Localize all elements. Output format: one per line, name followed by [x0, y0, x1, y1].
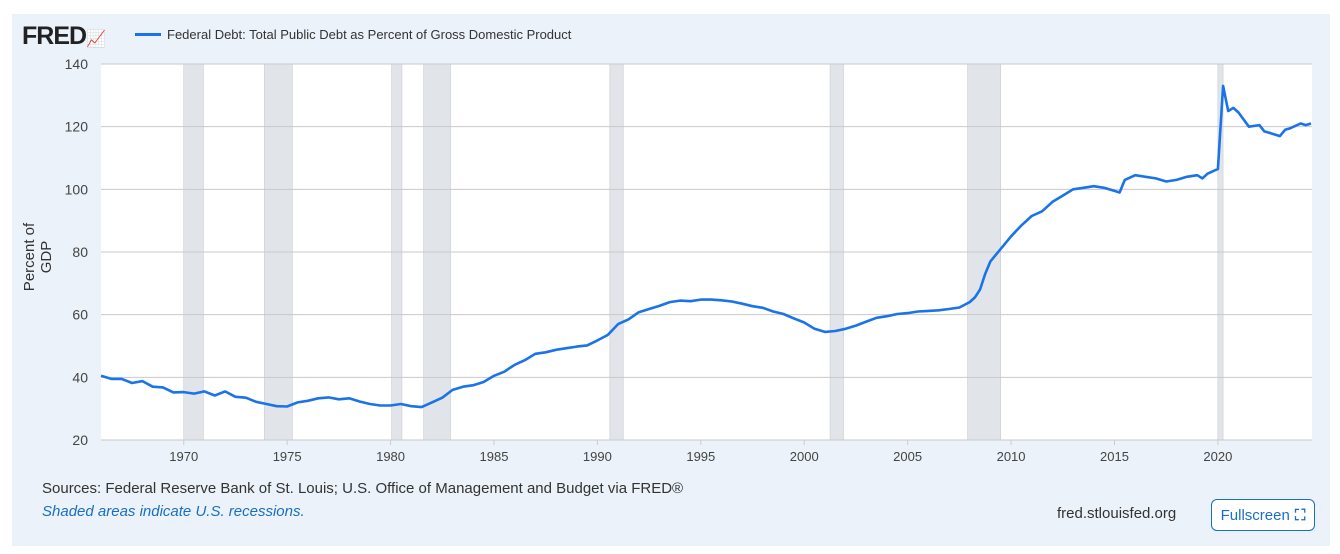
expand-icon: ⛶ — [1294, 506, 1306, 524]
x-tick-label: 1975 — [273, 449, 302, 464]
logo-text: FRED — [22, 22, 87, 50]
sources-text: Sources: Federal Reserve Bank of St. Lou… — [42, 480, 684, 497]
site-url[interactable]: fred.stlouisfed.org — [1057, 505, 1177, 522]
y-tick-label: 100 — [65, 181, 89, 197]
series-line — [100, 84, 1312, 409]
chart-icon: 📈 — [86, 31, 106, 48]
y-tick-label: 140 — [65, 56, 89, 72]
x-tick-label: 2015 — [1100, 449, 1129, 464]
y-tick-label: 80 — [72, 244, 88, 260]
fullscreen-button[interactable]: Fullscreen ⛶ — [1211, 499, 1315, 531]
y-tick-label: 20 — [72, 432, 88, 448]
x-tick-label: 1980 — [376, 449, 405, 464]
x-tick-label: 2020 — [1203, 449, 1232, 464]
x-tick-label: 2000 — [790, 449, 819, 464]
legend-label: Federal Debt: Total Public Debt as Perce… — [167, 27, 572, 42]
legend-swatch — [135, 33, 161, 36]
fullscreen-label: Fullscreen — [1220, 506, 1290, 524]
x-tick-label: 1970 — [169, 449, 198, 464]
y-tick-label: 40 — [72, 369, 88, 385]
x-tick-label: 1990 — [583, 449, 612, 464]
fred-logo[interactable]: FRED📈 — [22, 22, 106, 51]
recession-note: Shaded areas indicate U.S. recessions. — [42, 503, 305, 520]
x-tick-label: 2010 — [997, 449, 1026, 464]
legend: Federal Debt: Total Public Debt as Perce… — [135, 27, 571, 42]
x-tick-label: 1985 — [480, 449, 509, 464]
x-tick-label: 2005 — [893, 449, 922, 464]
y-tick-label: 60 — [72, 307, 88, 323]
y-tick-label: 120 — [65, 119, 89, 135]
x-tick-label: 1995 — [686, 449, 715, 464]
